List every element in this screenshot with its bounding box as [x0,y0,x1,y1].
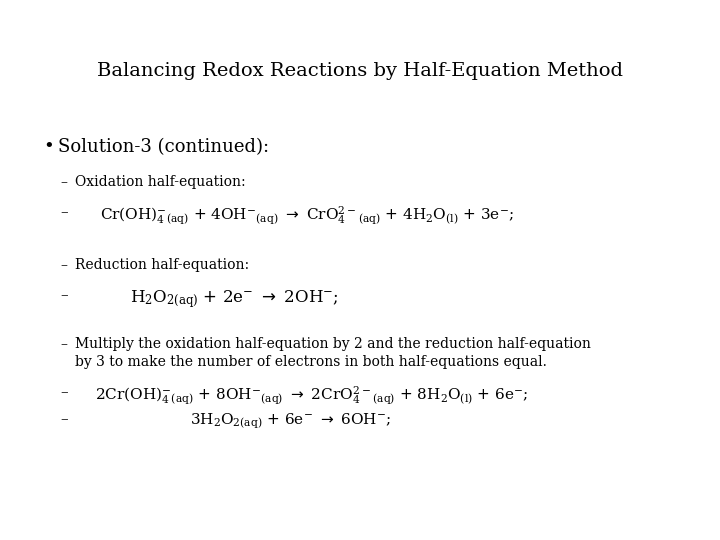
Text: –: – [60,385,68,399]
Text: •: • [43,138,54,156]
Text: Multiply the oxidation half-equation by 2 and the reduction half-equation: Multiply the oxidation half-equation by … [75,337,591,351]
Text: –: – [60,412,68,426]
Text: –: – [60,205,68,219]
Text: Reduction half-equation:: Reduction half-equation: [75,258,249,272]
Text: –: – [60,288,68,302]
Text: by 3 to make the number of electrons in both half-equations equal.: by 3 to make the number of electrons in … [75,355,547,369]
Text: Balancing Redox Reactions by Half-Equation Method: Balancing Redox Reactions by Half-Equati… [97,62,623,80]
Text: Oxidation half-equation:: Oxidation half-equation: [75,175,246,189]
Text: Solution-3 (continued):: Solution-3 (continued): [58,138,269,156]
Text: $\mathregular{H_2O_{2(aq)}}$ $+$ $\mathregular{2e^{-}}$ $\rightarrow$ $\mathregu: $\mathregular{H_2O_{2(aq)}}$ $+$ $\mathr… [130,288,339,310]
Text: –: – [60,337,67,351]
Text: $\mathregular{Cr(OH)_4^{-}{}_{(aq)}}$ $+$ $\mathregular{4OH^{-}{}_{(aq)}}$ $\rig: $\mathregular{Cr(OH)_4^{-}{}_{(aq)}}$ $+… [100,205,514,227]
Text: –: – [60,175,67,189]
Text: $\mathregular{2Cr(OH)_4^{-}{}_{(aq)}}$ $+$ $\mathregular{8OH^{-}{}_{(aq)}}$ $\ri: $\mathregular{2Cr(OH)_4^{-}{}_{(aq)}}$ $… [95,385,528,407]
Text: –: – [60,258,67,272]
Text: $\mathregular{3H_2O_{2(aq)}}$ $+$ $\mathregular{6e^{-}}$ $\rightarrow$ $\mathreg: $\mathregular{3H_2O_{2(aq)}}$ $+$ $\math… [190,412,392,431]
